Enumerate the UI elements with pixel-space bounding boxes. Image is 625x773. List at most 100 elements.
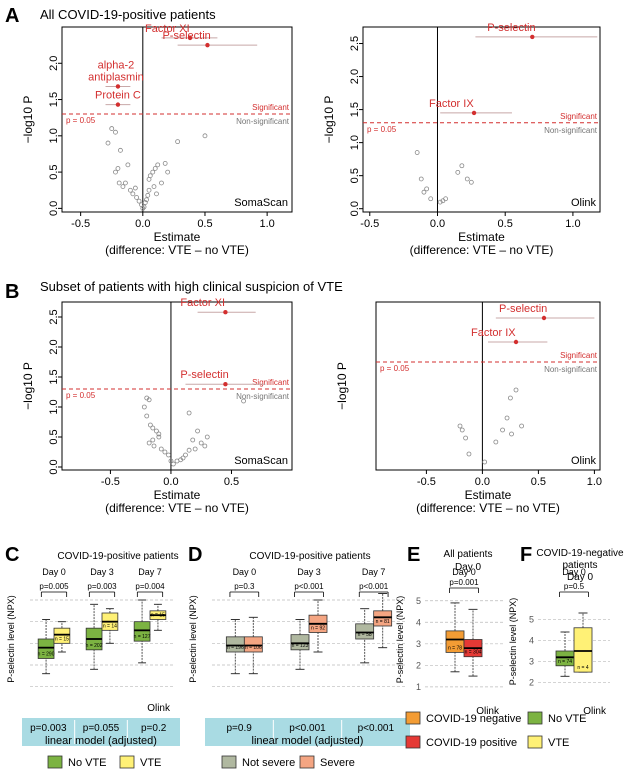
C-n-label: n = 127 bbox=[134, 634, 151, 640]
C-group-label: Day 3 bbox=[90, 567, 114, 577]
B-olink-point bbox=[457, 423, 463, 429]
B-soma-significant-label: Significant bbox=[252, 378, 290, 387]
D-box bbox=[290, 634, 310, 651]
B-olink-x-tick-label: 0.0 bbox=[475, 476, 490, 488]
panel-F-day: Day 0 bbox=[567, 572, 594, 583]
E-y-tick-label: 2 bbox=[416, 660, 421, 670]
A-soma-point bbox=[115, 166, 121, 171]
A-soma-significant-point bbox=[205, 42, 210, 48]
B-olink-plot-frame bbox=[375, 301, 601, 471]
D-p-value: p=0.3 bbox=[234, 582, 255, 591]
B-olink-point bbox=[509, 431, 514, 437]
C-n-label: n = 202 bbox=[86, 643, 103, 649]
A-olink-significant-label: Significant bbox=[560, 112, 598, 121]
B-olink-significant-point bbox=[513, 339, 519, 345]
C-n-label: n = 290 bbox=[38, 652, 55, 658]
A-soma-y-axis-label: −log10 P bbox=[21, 96, 35, 144]
A-olink-y-tick-label: 1.5 bbox=[349, 102, 361, 117]
B-soma-point bbox=[186, 447, 192, 453]
B-soma-point bbox=[154, 428, 159, 434]
B-olink-y-axis-label: −log10 P bbox=[335, 362, 349, 410]
A-olink-point bbox=[437, 199, 443, 205]
C-lm-band bbox=[22, 718, 180, 746]
B-olink-point bbox=[482, 459, 488, 465]
B-soma-y-tick-label: 0.0 bbox=[48, 459, 60, 474]
D-n-label: n = 81 bbox=[376, 619, 390, 625]
D-n-label: n = 92 bbox=[311, 626, 325, 632]
A-olink-nonsignificant-label: Non-significant bbox=[544, 126, 598, 135]
B-olink-point bbox=[500, 427, 505, 433]
B-soma-plot-frame bbox=[61, 301, 293, 471]
D-n-label: n = 58 bbox=[358, 632, 372, 638]
A-olink-y-tick-label: 0.0 bbox=[349, 201, 361, 216]
A-soma-point bbox=[141, 204, 147, 210]
A-olink-threshold-label: p = 0.05 bbox=[367, 125, 397, 134]
A-soma-y-tick-label: 2.0 bbox=[48, 56, 60, 71]
C-p-value: p=0.005 bbox=[39, 582, 69, 591]
B-soma-significant-point bbox=[223, 310, 228, 315]
F-y-tick-label: 3 bbox=[529, 657, 534, 667]
B-soma-point bbox=[195, 428, 200, 434]
D-lm-label: linear model (adjusted) bbox=[252, 735, 364, 747]
A-olink-significant-point bbox=[471, 110, 477, 116]
A-soma-point-label: antiplasmin bbox=[88, 71, 144, 83]
B-olink-point bbox=[466, 451, 472, 457]
D-group-label: Day 3 bbox=[297, 567, 321, 577]
B-soma-point bbox=[186, 410, 192, 416]
B-olink-significant-point bbox=[541, 315, 547, 321]
A-soma-point bbox=[151, 184, 157, 190]
A-soma-x-tick-label: -0.5 bbox=[71, 218, 90, 230]
E-legend-label: COVID-19 positive bbox=[426, 737, 517, 749]
B-olink-point-label: P-selectin bbox=[499, 303, 547, 315]
A-olink-point-label: P-selectin bbox=[487, 22, 535, 34]
A-soma-significant-point bbox=[115, 102, 121, 107]
C-legend-swatch bbox=[47, 755, 63, 769]
A-soma-y-tick-label: 0.5 bbox=[48, 164, 60, 179]
B-soma-point bbox=[168, 458, 174, 464]
F-legend-label: No VTE bbox=[548, 713, 587, 725]
F-p-value: p=0.5 bbox=[564, 582, 585, 591]
B-soma-point bbox=[170, 461, 176, 467]
A-olink-x-axis-label-2: (difference: VTE – no VTE) bbox=[410, 243, 554, 257]
C-lm-p-value: p=0.003 bbox=[30, 723, 67, 734]
D-group-label: Day 7 bbox=[362, 567, 386, 577]
B-soma-x-axis-label: Estimate bbox=[154, 488, 201, 502]
A-soma-point bbox=[159, 180, 164, 186]
A-olink-point bbox=[428, 196, 434, 202]
C-n-label: n = 15 bbox=[151, 613, 165, 619]
panel-E-day: Day 0 bbox=[455, 562, 482, 573]
D-legend-label: Severe bbox=[320, 757, 355, 769]
B-soma-point bbox=[198, 440, 204, 446]
A-soma-point-label: Factor XI bbox=[145, 23, 190, 35]
panel-E-title: All patients bbox=[444, 549, 493, 560]
E-legend-label: COVID-19 negative bbox=[426, 713, 521, 725]
A-soma-significant-point bbox=[115, 84, 121, 89]
A-soma-x-tick-label: 0.5 bbox=[197, 218, 212, 230]
A-soma-point bbox=[165, 169, 171, 175]
F-n-label: n = 4 bbox=[577, 665, 588, 671]
E-y-tick-label: 5 bbox=[416, 596, 421, 606]
B-soma-x-axis-label-2: (difference: VTE – no VTE) bbox=[105, 501, 249, 515]
E-legend-swatch bbox=[405, 711, 421, 725]
C-box bbox=[37, 638, 55, 659]
B-olink-point bbox=[504, 415, 510, 421]
D-legend-swatch bbox=[221, 755, 237, 769]
A-soma-point bbox=[123, 180, 128, 186]
panel-D-title: COVID-19-positive patients bbox=[249, 551, 370, 562]
B-soma-point bbox=[204, 434, 210, 440]
B-olink-x-tick-label: 1.0 bbox=[587, 476, 602, 488]
A-olink-point bbox=[421, 189, 427, 195]
C-legend-label: No VTE bbox=[68, 757, 107, 769]
D-n-label: n = 123 bbox=[292, 643, 309, 649]
B-soma-point bbox=[192, 446, 198, 452]
B-soma-point bbox=[146, 397, 152, 403]
B-olink-x-tick-label: 0.5 bbox=[531, 476, 546, 488]
B-olink-threshold-label: p = 0.05 bbox=[380, 364, 410, 373]
B-olink-point bbox=[507, 395, 513, 401]
panel-E-letter: E bbox=[407, 544, 420, 566]
F-platform-label: Olink bbox=[583, 706, 607, 717]
A-olink-platform-label: Olink bbox=[571, 197, 597, 209]
A-olink-plot-frame bbox=[362, 26, 601, 213]
B-olink-point bbox=[459, 427, 465, 433]
A-olink-point bbox=[455, 169, 461, 175]
